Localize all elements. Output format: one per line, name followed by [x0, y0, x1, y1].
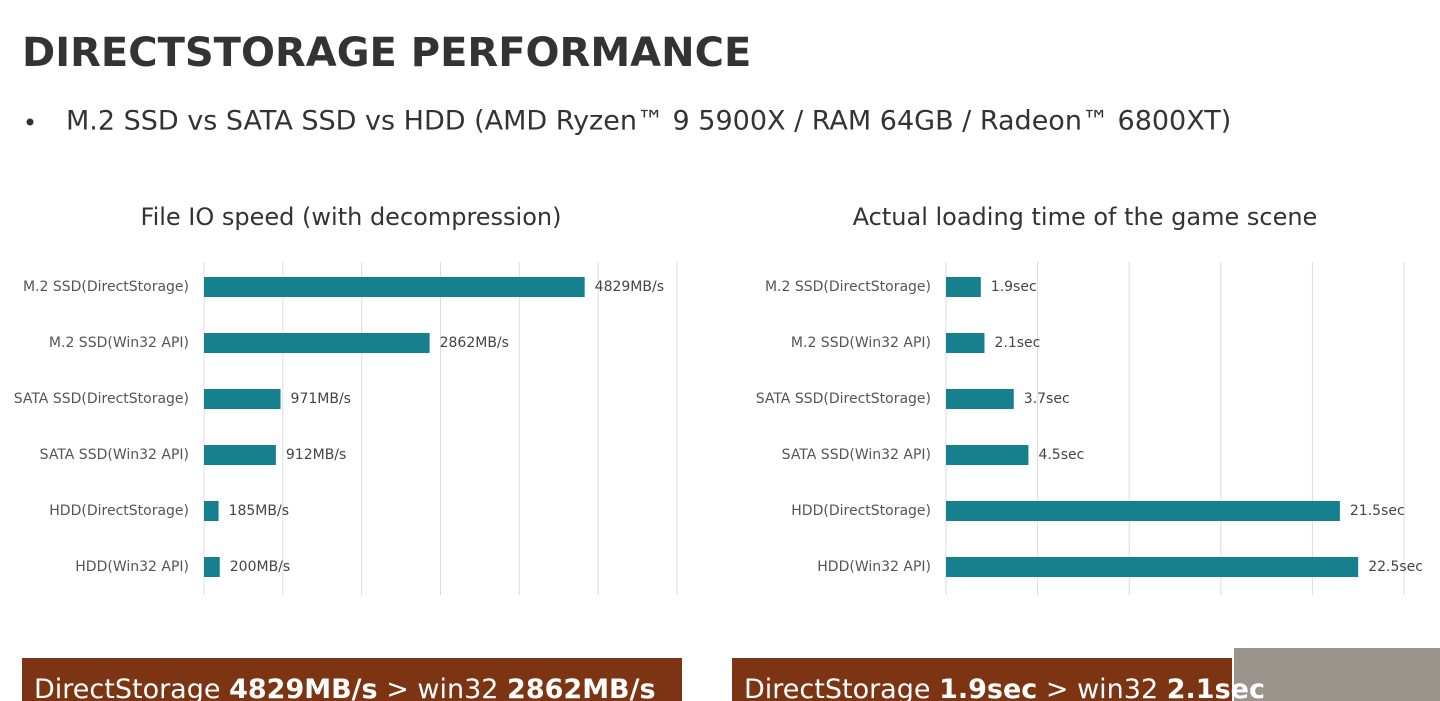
summary-part: 2.1sec [1167, 674, 1265, 701]
bar [204, 277, 585, 297]
summary-part: 4829MB/s [229, 674, 378, 701]
category-label: HDD(Win32 API) [75, 559, 189, 575]
bar [204, 557, 220, 577]
category-label: SATA SSD(Win32 API) [40, 447, 189, 463]
value-label: 21.5sec [1350, 503, 1405, 519]
category-label: M.2 SSD(Win32 API) [49, 335, 189, 351]
value-label: 2.1sec [994, 335, 1040, 351]
category-label: M.2 SSD(Win32 API) [791, 335, 931, 351]
value-label: 200MB/s [230, 559, 290, 575]
value-label: 912MB/s [286, 447, 346, 463]
summary-text: DirectStorage 1.9sec > win32 2.1sec [744, 674, 1265, 701]
summary-part: > win32 [378, 674, 507, 701]
value-label: 4.5sec [1038, 447, 1084, 463]
category-label: SATA SSD(DirectStorage) [756, 391, 931, 407]
bar [946, 277, 981, 297]
value-label: 2862MB/s [440, 335, 509, 351]
bar [946, 389, 1014, 409]
summary-banner [732, 658, 1232, 701]
category-label: HDD(DirectStorage) [791, 503, 931, 519]
bar [204, 501, 219, 521]
subtitle: M.2 SSD vs SATA SSD vs HDD (AMD Ryzen™ 9… [66, 106, 1231, 137]
slide-title: DIRECTSTORAGE PERFORMANCE [22, 30, 751, 76]
summary-part: > win32 [1037, 674, 1166, 701]
category-label: SATA SSD(DirectStorage) [14, 391, 189, 407]
summary-part: DirectStorage [34, 674, 229, 701]
bar [204, 333, 430, 353]
bar [946, 501, 1340, 521]
bar [946, 557, 1359, 577]
value-label: 971MB/s [291, 391, 351, 407]
category-label: HDD(DirectStorage) [49, 503, 189, 519]
bar [946, 333, 985, 353]
summary-part: DirectStorage [744, 674, 939, 701]
bar [204, 389, 281, 409]
bar [204, 445, 276, 465]
chart-title: File IO speed (with decompression) [141, 203, 562, 231]
value-label: 1.9sec [991, 279, 1037, 295]
category-label: M.2 SSD(DirectStorage) [765, 279, 931, 295]
value-label: 4829MB/s [595, 279, 664, 295]
value-label: 185MB/s [229, 503, 289, 519]
category-label: SATA SSD(Win32 API) [782, 447, 931, 463]
value-label: 3.7sec [1024, 391, 1070, 407]
video-overlay [1234, 648, 1440, 701]
chart-title: Actual loading time of the game scene [853, 203, 1318, 231]
category-label: HDD(Win32 API) [817, 559, 931, 575]
summary-banner [22, 658, 682, 701]
bar [946, 445, 1029, 465]
category-label: M.2 SSD(DirectStorage) [23, 279, 189, 295]
summary-text: DirectStorage 4829MB/s > win32 2862MB/s [34, 674, 656, 701]
bullet [26, 118, 34, 126]
summary-part: 2862MB/s [507, 674, 656, 701]
summary-part: 1.9sec [939, 674, 1037, 701]
value-label: 22.5sec [1368, 559, 1423, 575]
